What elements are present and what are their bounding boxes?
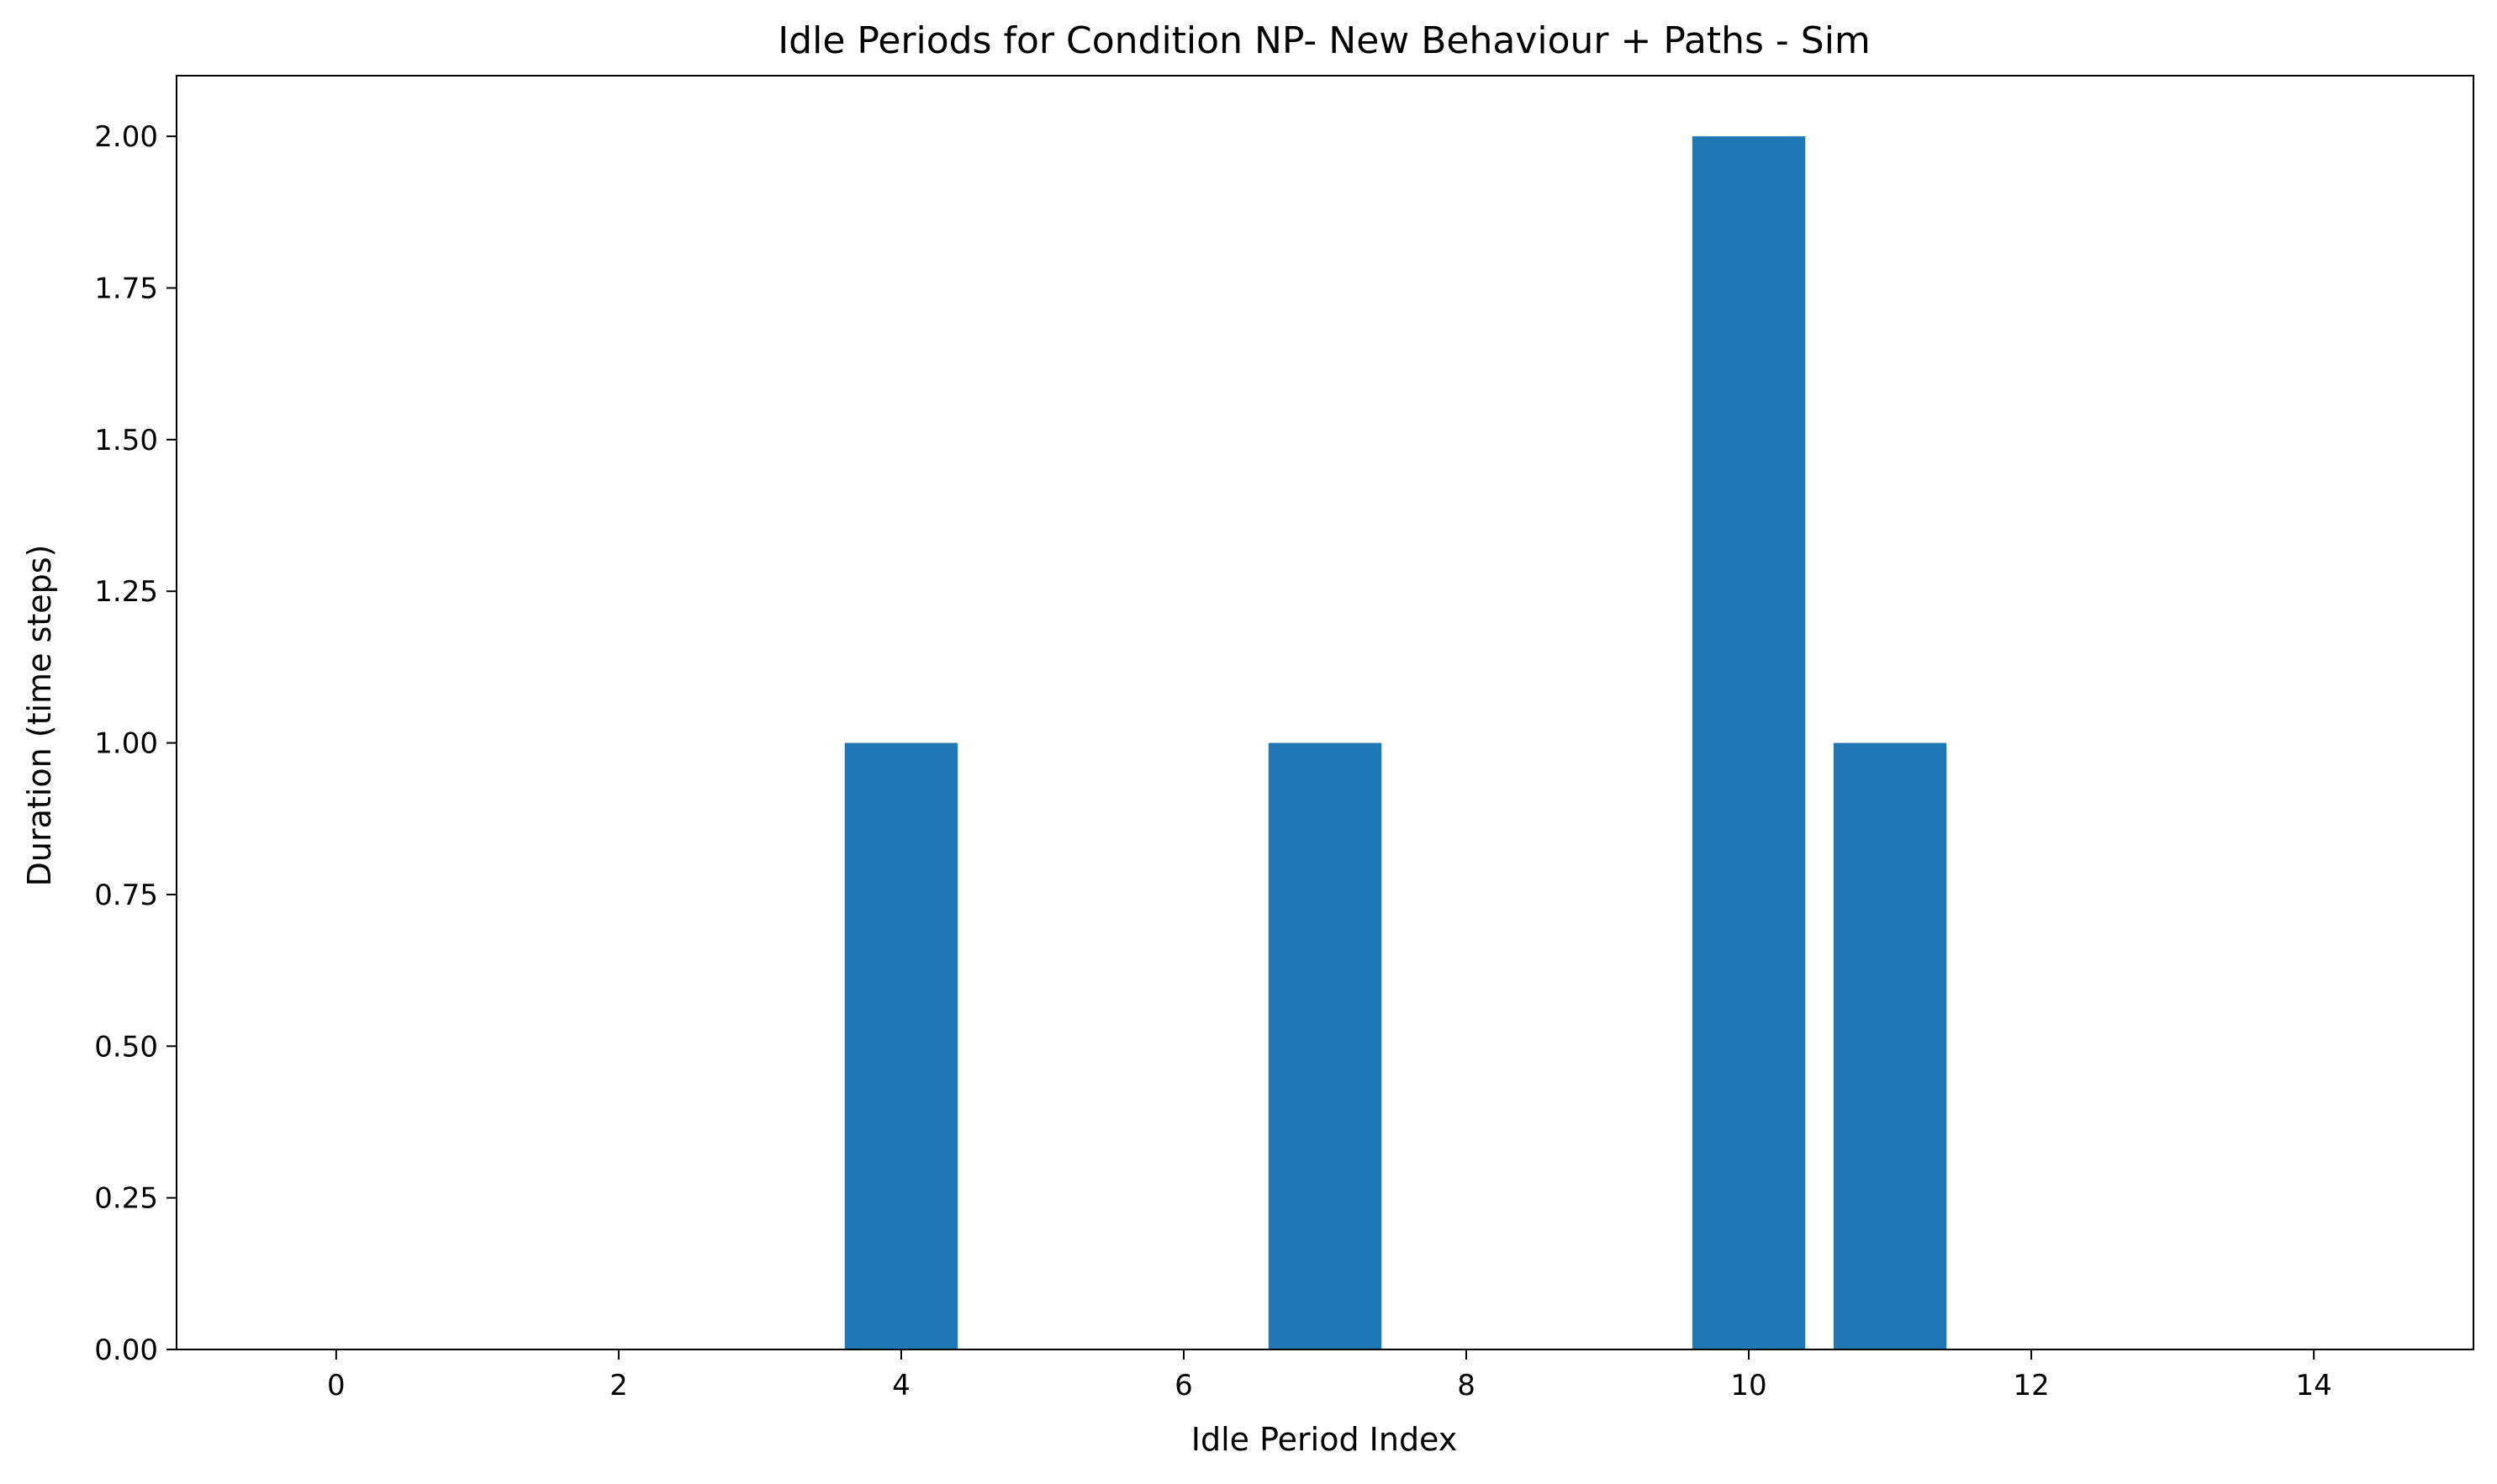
bar-4 bbox=[844, 742, 958, 1349]
x-tick-label-7: 14 bbox=[2296, 1369, 2332, 1402]
x-tick-label-3: 6 bbox=[1175, 1369, 1193, 1402]
y-tick-label-6: 1.50 bbox=[94, 424, 158, 457]
x-tick-label-0: 0 bbox=[327, 1369, 346, 1402]
bar-7 bbox=[1268, 742, 1382, 1349]
y-tick-label-0: 0.00 bbox=[94, 1333, 158, 1367]
y-tick-label-3: 0.75 bbox=[94, 879, 158, 912]
x-tick-label-5: 10 bbox=[1730, 1369, 1766, 1402]
plot-area: 0.00 0.25 0.50 0.75 1.00 1.25 1.50 1.75 2.00 0 2 4 6… bbox=[94, 75, 2474, 1402]
x-tick-label-6: 12 bbox=[2013, 1369, 2049, 1402]
y-tick-label-5: 1.25 bbox=[94, 575, 158, 609]
y-tick-label-7: 1.75 bbox=[94, 272, 158, 306]
x-tick-label-1: 2 bbox=[610, 1369, 628, 1402]
bar-11 bbox=[1833, 742, 1947, 1349]
x-tick-label-2: 4 bbox=[892, 1369, 911, 1402]
bar-10 bbox=[1692, 136, 1806, 1350]
y-axis-label: Duration (time steps) bbox=[21, 545, 58, 887]
x-axis-label: Idle Period Index bbox=[1191, 1421, 1458, 1458]
y-tick-label-8: 2.00 bbox=[94, 120, 158, 154]
x-tick-label-4: 8 bbox=[1457, 1369, 1476, 1402]
y-tick-label-4: 1.00 bbox=[94, 727, 158, 761]
y-tick-label-1: 0.25 bbox=[94, 1182, 158, 1216]
chart-title: Idle Periods for Condition NP- New Behav… bbox=[778, 19, 1871, 62]
y-tick-label-2: 0.50 bbox=[94, 1030, 158, 1064]
axes-frame bbox=[176, 75, 2474, 1350]
